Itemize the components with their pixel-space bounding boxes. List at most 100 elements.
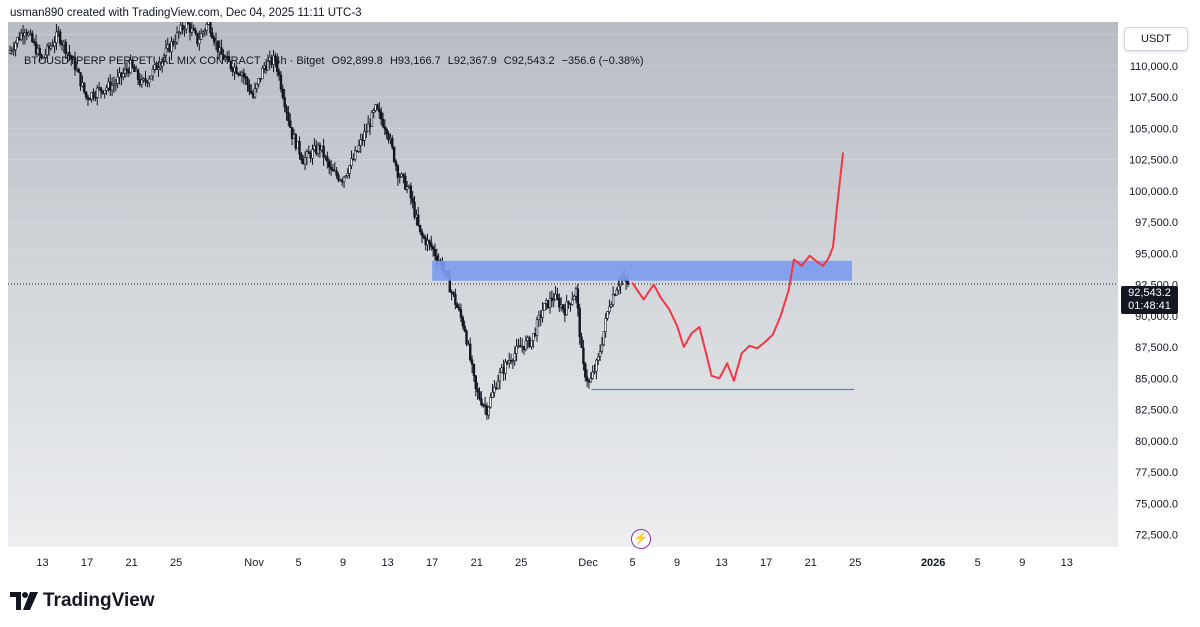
candle-body <box>251 92 255 98</box>
candle-body <box>593 370 596 373</box>
candle-body <box>517 345 520 347</box>
candle-body <box>277 71 281 76</box>
y-tick-label: 85,000.0 <box>1135 373 1178 385</box>
candle-body <box>571 299 574 305</box>
candle-body <box>342 176 346 183</box>
last-price-label: 92,543.2 01:48:41 <box>1121 286 1178 314</box>
candle-body <box>19 32 23 40</box>
candle-body <box>318 144 322 151</box>
candle-body <box>431 246 435 250</box>
candle-body <box>51 45 54 48</box>
candle-body <box>216 40 220 53</box>
supply-zone-rectangle[interactable] <box>432 260 852 281</box>
legend-symbol[interactable]: BTCUSDTPERP PERPETUAL MIX CONTRACT <box>24 55 261 67</box>
projection-path[interactable] <box>631 152 844 382</box>
candle-body <box>114 83 118 86</box>
candle-body <box>513 353 516 362</box>
candle-body <box>207 22 210 25</box>
x-tick-label: 17 <box>81 557 93 569</box>
candle-body <box>457 307 461 310</box>
candle-body <box>60 43 64 45</box>
candle-body <box>545 300 548 304</box>
candle-body <box>522 346 526 351</box>
candle-body <box>107 81 110 89</box>
candle-body <box>66 52 69 55</box>
candle-body <box>148 78 151 84</box>
tradingview-logo: TradingView <box>10 590 155 612</box>
candle-body <box>203 30 207 33</box>
candle-body <box>533 333 537 336</box>
y-tick-label: 72,500.0 <box>1135 530 1178 542</box>
candle-body <box>608 306 611 312</box>
candle-body <box>142 78 145 81</box>
candle-body <box>385 128 388 135</box>
chart-area[interactable]: 112,500.0110,000.0107,500.0105,000.0102,… <box>8 22 1192 574</box>
candle-body <box>467 343 470 346</box>
candle-body <box>500 367 503 373</box>
x-tick-label: 17 <box>426 557 438 569</box>
candle-body <box>23 32 27 37</box>
candle-body <box>303 157 307 165</box>
candle-body <box>407 185 411 188</box>
candle-body <box>589 378 593 383</box>
candle-body <box>255 83 259 89</box>
x-tick-label: 25 <box>170 557 182 569</box>
candle-body <box>214 40 218 43</box>
lightning-icon[interactable]: ⚡ <box>631 529 651 549</box>
candle-body <box>96 87 99 98</box>
candle-body <box>181 24 184 30</box>
price-chart[interactable]: 112,500.0110,000.0107,500.0105,000.0102,… <box>8 22 1192 574</box>
candle-body <box>94 96 97 99</box>
candle-body <box>526 337 529 342</box>
candle-body <box>509 360 513 362</box>
candle-body <box>110 84 114 91</box>
candle-body <box>350 158 353 166</box>
chart-caption: usman890 created with TradingView.com, D… <box>10 7 362 19</box>
candle-body <box>346 173 349 176</box>
currency-button[interactable]: USDT <box>1124 27 1188 51</box>
x-tick-label: 2026 <box>921 557 945 569</box>
candle-body <box>112 84 116 87</box>
candle-body <box>289 120 292 128</box>
candle-body <box>155 64 158 70</box>
candle-body <box>222 54 225 60</box>
candle-body <box>190 28 194 33</box>
candle-body <box>294 134 297 149</box>
candle-body <box>77 68 80 73</box>
y-tick-label: 107,500.0 <box>1129 92 1178 104</box>
x-tick-label: 5 <box>975 557 981 569</box>
candle-body <box>261 68 264 79</box>
candle-body <box>151 68 155 77</box>
candle-body <box>123 68 127 74</box>
candle-body <box>363 131 366 141</box>
x-tick-label: Dec <box>578 557 598 569</box>
y-tick-label: 105,000.0 <box>1129 123 1178 135</box>
candle-body <box>79 72 82 87</box>
candle-body <box>415 214 418 218</box>
candle-body <box>235 67 238 74</box>
candle-body <box>38 47 41 56</box>
candle-body <box>244 76 247 79</box>
candle-body <box>285 106 288 113</box>
candle-body <box>361 139 364 141</box>
candle-body <box>556 294 559 299</box>
candle-body <box>598 351 602 357</box>
candle-body <box>90 92 93 100</box>
candle-body <box>391 138 394 148</box>
candle-body <box>578 307 581 338</box>
candle-body <box>257 78 260 85</box>
candle-body <box>266 61 270 71</box>
candle-body <box>528 337 531 347</box>
candle-body <box>199 32 203 40</box>
candle-body <box>519 345 522 348</box>
candle-body <box>86 96 90 100</box>
y-tick-label: 100,000.0 <box>1129 186 1178 198</box>
candle-body <box>329 166 333 170</box>
candle-body <box>487 406 490 416</box>
candle-body <box>183 28 186 31</box>
legend-interval: · 4h · Bitget <box>267 55 325 67</box>
candle-body <box>118 72 121 78</box>
candle-body <box>554 294 557 300</box>
legend-high: H93,166.7 <box>389 55 441 67</box>
candle-body <box>185 22 188 30</box>
